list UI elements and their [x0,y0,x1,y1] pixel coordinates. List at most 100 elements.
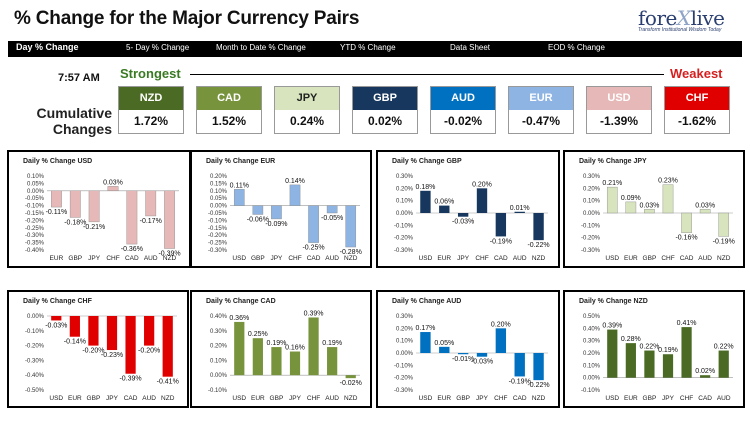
data-label: -0.41% [157,379,179,386]
chart-panel-aud: Daily % Change AUD 0.30% 0.20% 0.10% 0.00% -0… [376,290,560,408]
data-label: -0.11% [46,209,68,216]
bar-nzd [164,190,175,249]
x-tick-label: GBP [643,255,657,262]
x-tick-label: JPY [476,395,489,402]
bar-cad [125,316,136,374]
y-tick-label: 0.00% [210,204,228,210]
chart-title: Daily % Change CHF [23,298,92,305]
bar-jpy [457,213,469,217]
bar-usd [51,316,62,321]
bar-chf [495,328,507,353]
x-tick-label: CAD [494,255,508,262]
bar-chf [289,184,301,206]
y-tick-label: 0.10% [583,363,601,369]
x-tick-label: CHF [680,395,693,402]
x-tick-label: JPY [270,255,283,262]
data-label: 0.28% [621,336,641,343]
tab-data-sheet[interactable]: Data Sheet [450,43,491,52]
chart-title: Daily % Change CAD [206,298,276,305]
bar-cad [700,375,711,378]
bar-aud [514,211,525,213]
y-tick-label: -0.10% [394,223,414,229]
currency-card-value: -0.47% [521,114,561,128]
bar-eur [252,338,263,376]
bar-aud [144,316,155,346]
x-tick-label: CHF [307,395,320,402]
bar-cad [495,213,507,237]
bar-nzd [345,205,357,248]
y-tick-label: 0.10% [27,174,45,180]
x-tick-label: AUD [325,395,339,402]
x-tick-label: AUD [325,255,339,262]
data-label: 0.19% [266,340,286,347]
tab-ytd-change[interactable]: YTD % Change [340,43,396,52]
y-tick-label: -0.10% [581,223,601,229]
y-tick-label: 0.00% [396,351,414,357]
x-tick-label: CAD [680,255,694,262]
bar-chart: 0.20%0.15%0.10%0.05%0.00%-0.05%-0.10%-0.… [208,174,362,262]
currency-card-eur: EUR -0.47% [508,86,574,134]
y-tick-label: -0.30% [25,358,45,364]
y-tick-label: 0.40% [583,326,601,332]
bar-aud [718,350,729,378]
forexlive-logo[interactable]: foreXlive Transform Institutional Wisdom… [638,6,744,38]
x-tick-label: AUD [513,255,527,262]
tab-5day-change[interactable]: 5- Day % Change [126,43,190,52]
data-label: 0.18% [415,184,435,191]
data-label: -0.05% [321,215,343,222]
data-label: -0.25% [302,245,324,252]
y-tick-label: -0.10% [581,388,601,394]
x-tick-label: CAD [513,395,527,402]
x-tick-label: CAD [698,395,712,402]
y-tick-label: -0.10% [208,388,228,394]
y-tick-label: 0.30% [396,314,414,320]
y-tick-label: -0.30% [581,248,601,254]
tab-eod-change[interactable]: EOD % Change [548,43,605,52]
y-tick-label: 0.20% [583,351,601,357]
y-tick-label: -0.20% [394,236,414,242]
bar-jpy [476,353,488,357]
tab-day-change[interactable]: Day % Change [16,42,79,52]
currency-card-name: JPY [275,87,339,110]
currency-card-nzd: NZD 1.72% [118,86,184,134]
bar-jpy [106,316,118,351]
x-tick-label: USD [419,395,433,402]
y-tick-label: 0.20% [583,186,601,192]
data-label: -0.21% [83,224,105,231]
data-label: 0.05% [434,340,454,347]
bar-chf [662,184,674,214]
y-tick-label: 0.30% [210,329,228,335]
y-tick-label: -0.20% [208,233,228,239]
bar-cad [514,353,525,377]
x-tick-label: CAD [124,395,138,402]
currency-card-gbp: GBP 0.02% [352,86,418,134]
bar-jpy [289,351,301,376]
x-tick-label: AUD [717,395,731,402]
bar-nzd [345,375,356,379]
data-label: -0.14% [64,339,86,346]
chart-panel-jpy: Daily % Change JPY 0.30% 0.20% 0.10% 0.00% -0… [563,150,745,268]
y-tick-label: 0.50% [583,314,601,320]
y-tick-label: 0.10% [210,358,228,364]
y-tick-label: -0.50% [25,388,45,394]
x-tick-label: EUR [50,255,64,262]
x-tick-label: AUD [698,255,712,262]
bar-cad [308,205,319,243]
bar-gbp [271,347,282,376]
y-tick-label: 0.20% [210,174,228,180]
strength-axis-line [190,74,664,75]
y-tick-label: 0.00% [583,211,601,217]
y-tick-label: -0.40% [25,373,45,379]
data-label: 0.22% [714,344,734,351]
currency-card-name: USD [587,87,651,110]
data-label: 0.02% [695,368,715,375]
tab-month-to-date-change[interactable]: Month to Date % Change [216,43,306,52]
bar-jpy [271,205,282,220]
x-tick-label: GBP [643,395,657,402]
data-label: 0.17% [415,325,435,332]
data-label: -0.03% [452,219,474,226]
data-label: 0.14% [285,178,305,185]
y-tick-label: 0.15% [210,181,228,187]
y-tick-label: -0.10% [25,329,45,335]
y-tick-label: -0.20% [394,376,414,382]
